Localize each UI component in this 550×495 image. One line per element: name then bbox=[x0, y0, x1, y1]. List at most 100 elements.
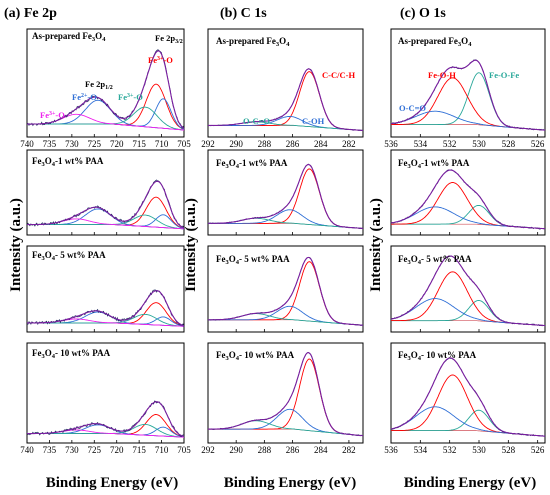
raw-spectrum-line bbox=[26, 179, 185, 229]
sample-label-b1: Fe3O4-1 wt% PAA bbox=[216, 158, 288, 170]
fit-component-curve bbox=[391, 204, 545, 230]
x-axis-label-b: Binding Energy (eV) bbox=[224, 475, 357, 491]
raw-spectrum-line bbox=[207, 257, 364, 326]
fit-component-curve bbox=[27, 316, 185, 327]
fit-component-curve bbox=[208, 168, 364, 229]
x-tick-label: 284 bbox=[314, 139, 328, 149]
panel-frame bbox=[26, 28, 185, 138]
envelope-fit-line bbox=[27, 50, 185, 129]
background-line bbox=[391, 430, 546, 437]
x-tick-label: 705 bbox=[177, 445, 191, 455]
envelope-fit-line bbox=[390, 357, 546, 437]
fit-component-curve bbox=[391, 300, 546, 327]
x-tick-label: 530 bbox=[472, 445, 486, 455]
x-tick-label: 292 bbox=[201, 139, 215, 149]
panel-frame bbox=[26, 245, 185, 333]
sample-label-c0: As-prepared Fe3O4 bbox=[398, 36, 472, 48]
annotation-o-oco: O-C=O bbox=[399, 103, 426, 113]
annotation-c-oh: C-OH bbox=[302, 116, 325, 126]
annotation-c-cc: C-C/C-H bbox=[322, 70, 355, 80]
panel-frame bbox=[390, 28, 546, 138]
annotation-fe3-o: Fe3+-O bbox=[148, 55, 173, 65]
envelope-fit-line bbox=[27, 290, 185, 327]
x-tick-label: 735 bbox=[43, 445, 57, 455]
fit-component-curve bbox=[27, 214, 185, 230]
x-tick-label: 710 bbox=[155, 139, 169, 149]
x-tick-label: 536 bbox=[384, 139, 398, 149]
x-axis-label-c: Binding Energy (eV) bbox=[404, 475, 537, 491]
x-tick-label: 288 bbox=[258, 139, 272, 149]
y-axis-label-b: Intensity (a.u.) bbox=[183, 198, 199, 292]
panel-frame bbox=[390, 149, 546, 236]
x-axis-label-a: Binding Energy (eV) bbox=[46, 475, 179, 491]
panel-frame bbox=[207, 245, 364, 333]
annotation-o-feoh: Fe-O-H bbox=[428, 70, 456, 80]
sample-label-a0: As-prepared Fe3O4 bbox=[32, 31, 106, 43]
x-tick-label: 290 bbox=[229, 139, 243, 149]
x-tick-label: 534 bbox=[414, 139, 428, 149]
x-tick-label: 725 bbox=[88, 445, 102, 455]
sample-label-b2: Fe3O4- 5 wt% PAA bbox=[216, 254, 290, 266]
panel-title-b: (b) C 1s bbox=[220, 6, 267, 21]
x-tick-label: 720 bbox=[110, 445, 124, 455]
fit-component-curve bbox=[27, 208, 185, 230]
x-tick-label: 286 bbox=[286, 445, 300, 455]
spectra-curves bbox=[26, 49, 546, 438]
x-tick-label: 532 bbox=[443, 445, 457, 455]
sample-label-b3: Fe3O4- 10 wt% PAA bbox=[216, 350, 295, 362]
fit-component-curve bbox=[391, 409, 546, 437]
sample-label-a1: Fe3O4-1 wt% PAA bbox=[32, 156, 104, 168]
fit-component-curve bbox=[391, 374, 546, 437]
fit-component-curve bbox=[391, 271, 546, 327]
envelope-fit-line bbox=[208, 68, 364, 132]
sample-label-a2: Fe3O4- 5 wt% PAA bbox=[32, 250, 106, 262]
background-line bbox=[391, 124, 546, 131]
tick-marks: 740 735 730 725 720 715 710 705 740 735 730 725 720 7… bbox=[20, 134, 545, 455]
x-tick-label: 720 bbox=[110, 139, 124, 149]
x-tick-label: 526 bbox=[531, 445, 545, 455]
panel-frames bbox=[26, 28, 546, 444]
x-tick-label: 725 bbox=[88, 139, 102, 149]
annotation-fe-2p12: Fe 2p1/2 bbox=[85, 79, 113, 91]
x-tick-label: 534 bbox=[414, 445, 428, 455]
fit-component-curve bbox=[27, 214, 185, 229]
x-tick-label: 710 bbox=[155, 445, 169, 455]
x-tick-label: 740 bbox=[20, 445, 34, 455]
fit-component-curve bbox=[208, 408, 364, 437]
fit-component-curve bbox=[208, 358, 364, 437]
envelope-fit-line bbox=[208, 164, 364, 230]
fit-component-curve bbox=[208, 261, 364, 326]
envelope-fit-line bbox=[390, 169, 545, 230]
panel-title-c: (c) O 1s bbox=[400, 6, 446, 21]
x-tick-label: 282 bbox=[342, 139, 356, 149]
x-tick-label: 715 bbox=[132, 445, 146, 455]
envelope-fit-line bbox=[208, 256, 364, 326]
background-line bbox=[391, 320, 546, 326]
fit-component-curve bbox=[208, 121, 364, 131]
background-line bbox=[391, 223, 545, 230]
fit-component-curve bbox=[208, 71, 364, 131]
sample-label-c3: Fe3O4- 10 wt% PAA bbox=[398, 350, 477, 362]
fit-component-curve bbox=[390, 206, 545, 230]
x-tick-label: 528 bbox=[502, 139, 516, 149]
panel-frame bbox=[207, 342, 364, 444]
fit-component-curve bbox=[27, 313, 185, 327]
panel-title-a: (a) Fe 2p bbox=[4, 6, 57, 21]
x-tick-label: 282 bbox=[342, 445, 356, 455]
envelope-fit-line bbox=[390, 59, 546, 131]
fit-component-curve bbox=[208, 209, 364, 229]
background-line bbox=[27, 224, 185, 230]
panel-frame bbox=[390, 342, 546, 444]
raw-spectrum-line bbox=[207, 163, 364, 229]
y-axis-label-c: Intensity (a.u.) bbox=[368, 198, 384, 292]
sample-label-c2: Fe3O4- 5 wt% PAA bbox=[398, 254, 472, 266]
x-tick-label: 730 bbox=[65, 139, 79, 149]
panel-frame bbox=[207, 149, 364, 236]
envelope-fit-line bbox=[390, 255, 546, 327]
panel-frame bbox=[207, 28, 364, 138]
fit-component-curve bbox=[390, 298, 546, 327]
annotation-c-oco: O-C=O bbox=[243, 116, 270, 126]
background-line bbox=[27, 123, 184, 131]
